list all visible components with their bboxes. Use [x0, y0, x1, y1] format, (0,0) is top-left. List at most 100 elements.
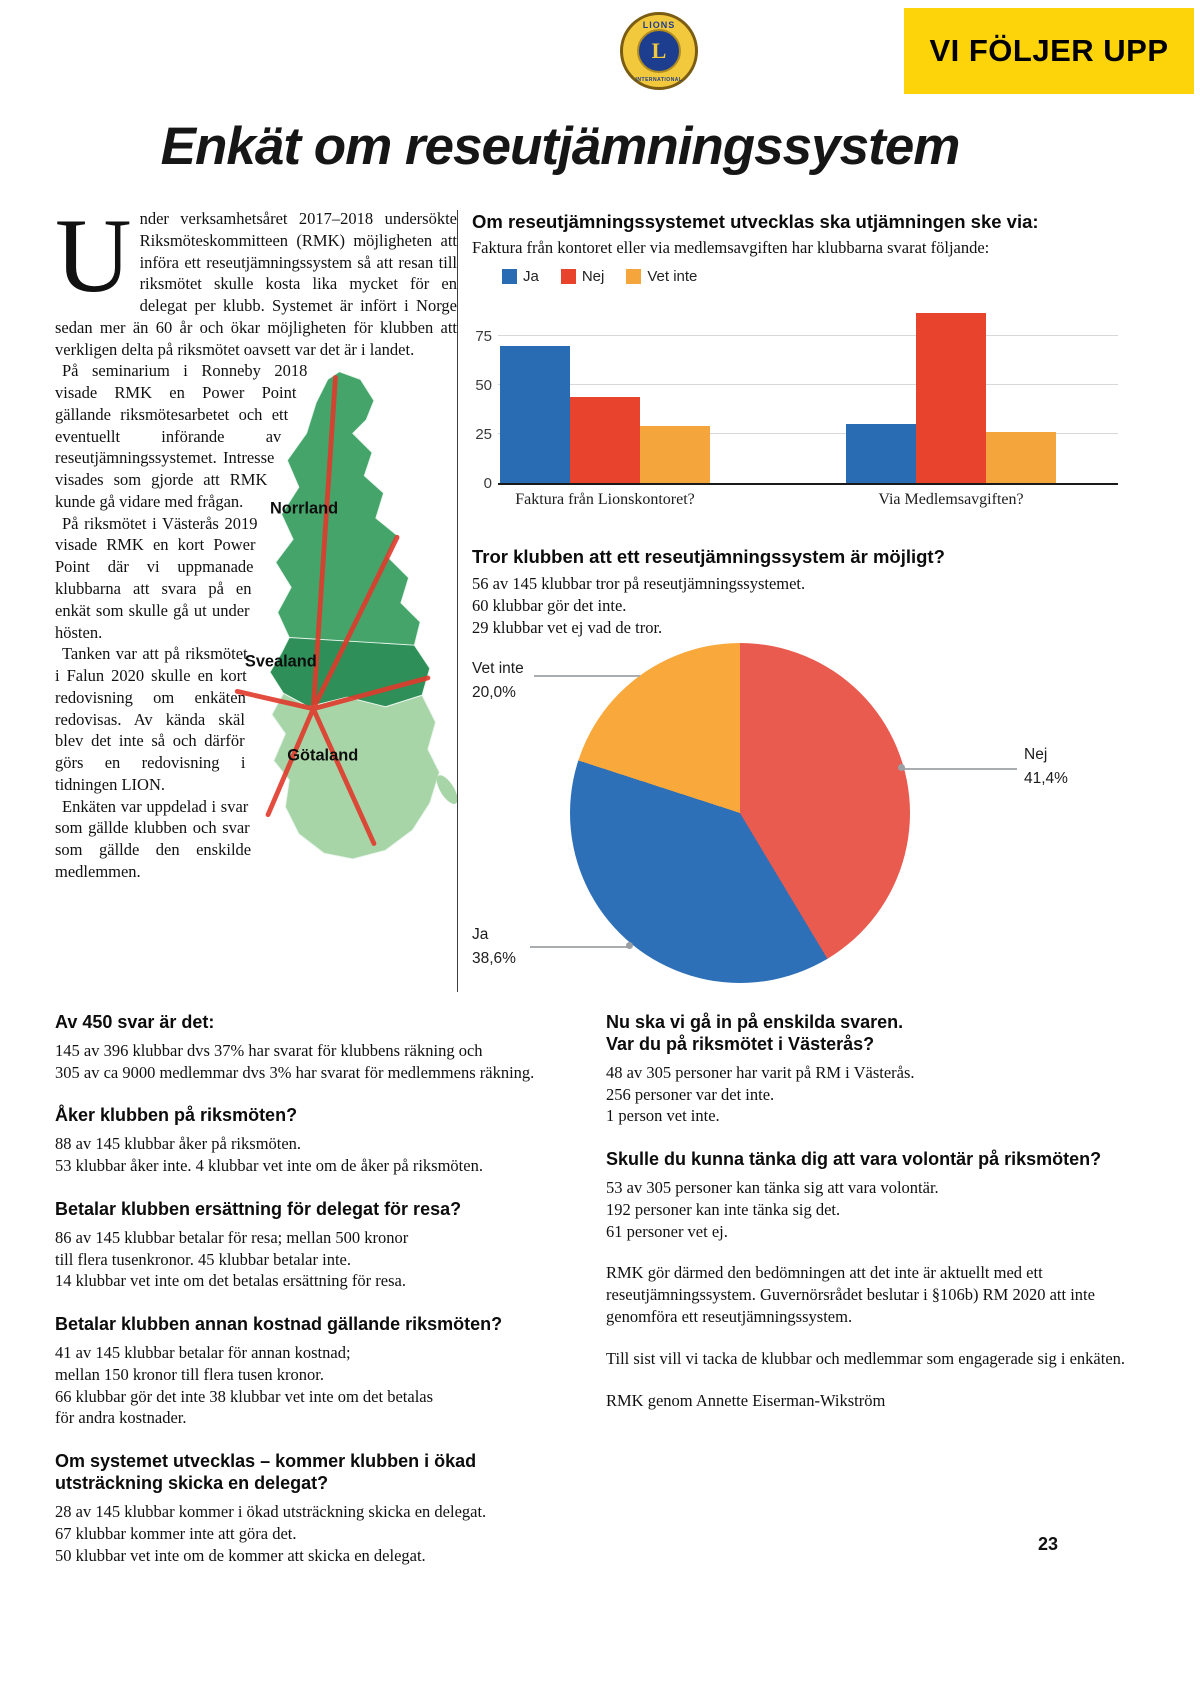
- article-paragraph-text: Tanken var att på riksmötet i Falun 2020…: [55, 644, 248, 794]
- page-number: 23: [1037, 1534, 1058, 1554]
- bar-chart-heading: Om reseutjämningssystemet utvecklas ska …: [472, 211, 1039, 232]
- pie-leader-dot-nej: [898, 763, 905, 771]
- pie-intro-lines: 56 av 145 klubbar tror på reseutjämnings…: [472, 574, 806, 637]
- qa-heading: Av 450 svar är det:: [55, 1012, 215, 1032]
- lions-emblem-icon: LIONS L INTERNATIONAL: [620, 12, 698, 90]
- legend-item: Nej: [560, 268, 605, 286]
- qa-answer: 41 av 145 klubbar betalar för annan kost…: [55, 1343, 434, 1428]
- bar-vet-inte: [986, 432, 1056, 484]
- pie-label-ja: Ja 38,6%: [472, 923, 516, 971]
- travel-route-line: [265, 706, 316, 818]
- logo-text-lions: LIONS: [642, 20, 676, 30]
- gridline: [498, 433, 1118, 435]
- banner: VI FÖLJER UPP: [904, 8, 1194, 94]
- bar-group: [500, 345, 710, 484]
- bar-vet-inte: [640, 426, 710, 484]
- article-paragraph: På riksmötet i Västerås 2019 visade RMK …: [55, 513, 457, 644]
- legend-item: Vet inte: [626, 268, 697, 285]
- sweden-map: Norrland Svealand Götaland: [223, 364, 458, 884]
- map-label-norrland: Norrland: [270, 500, 338, 518]
- banner-label: VI FÖLJER UPP: [929, 33, 1169, 68]
- article-paragraph: Tanken var att på riksmötet i Falun 2020…: [55, 643, 457, 795]
- qa-right-intro: Nu ska vi gå in på enskilda svaren.: [606, 1012, 904, 1032]
- bar-legend: Ja Nej Vet inte: [502, 268, 1150, 285]
- qa-block: Åker klubben på riksmöten? 88 av 145 klub…: [55, 1105, 560, 1176]
- pie-slice-percent: 38,6%: [472, 949, 516, 967]
- travel-route-line: [310, 535, 400, 712]
- drop-cap: U: [55, 197, 132, 314]
- y-axis-tick: 25: [475, 426, 492, 444]
- bar-ja: [846, 424, 916, 484]
- page-title: Enkät om reseutjämningssystem: [160, 117, 961, 176]
- paragraph: RMK gör därmed den bedömningen att det i…: [606, 1263, 1095, 1326]
- gridline: [498, 384, 1118, 386]
- paragraph: RMK genom Annette Eiserman-Wikström: [606, 1390, 886, 1410]
- qa-left-column: Av 450 svar är det: 145 av 396 klubbar dv…: [55, 1012, 560, 1566]
- paragraph: Till sist vill vi tacka de klubbar och m…: [606, 1348, 1126, 1368]
- qa-answer: 145 av 396 klubbar dvs 37% har svarat fö…: [55, 1040, 535, 1082]
- travel-route-line: [234, 689, 316, 712]
- qa-block: Om systemet utvecklas – kommer klubben i…: [55, 1451, 560, 1566]
- qa-answer: 53 av 305 personer kan tänka sig att var…: [606, 1178, 939, 1241]
- qa-block: Betalar klubben annan kostnad gällande r…: [55, 1314, 560, 1429]
- region-gotaland: [271, 693, 440, 860]
- qa-heading: Betalar klubben annan kostnad gällande r…: [55, 1314, 503, 1335]
- article-paragraph-text: nder verksamhetsåret 2017–2018 undersökt…: [55, 209, 457, 359]
- y-axis-tick: 0: [483, 475, 492, 493]
- x-axis-label: Faktura från Lionskontoret?: [515, 491, 695, 509]
- travel-route-line: [310, 375, 338, 712]
- legend-label: Ja: [523, 268, 539, 286]
- pie-leader-dot-ja: [626, 941, 633, 949]
- x-axis-label: Via Medlemsavgiften?: [878, 491, 1024, 509]
- qa-right-paragraphs: RMK gör därmed den bedömningen att det i…: [606, 1262, 1150, 1411]
- article-paragraph: Norrland Svealand Götaland På seminarium…: [55, 360, 458, 860]
- pie-slice-percent: 20,0%: [472, 683, 516, 701]
- logo-letter: L: [651, 38, 667, 63]
- pie-chart-area: Vet inte 20,0% Nej 41,4% Ja 38,6%: [472, 642, 1150, 1011]
- pie-slice-name: Ja: [472, 925, 489, 943]
- pie-leader-line-ja: [530, 945, 628, 948]
- travel-route-line: [310, 675, 431, 712]
- qa-block: Skulle du kunna tänka dig att vara volon…: [606, 1149, 1150, 1242]
- bar-xlabels: Faktura från Lionskontoret? Via Medlemsav…: [498, 491, 1118, 517]
- charts-column: Om reseutjämningssystemet utvecklas ska …: [458, 208, 1150, 1011]
- bar-ja: [500, 345, 570, 484]
- bar-group: [846, 312, 1056, 484]
- qa-block: Av 450 svar är det: 145 av 396 klubbar dv…: [55, 1012, 560, 1083]
- bar-chart-subheading: Faktura från kontoret eller via medlemsa…: [472, 238, 990, 258]
- pie-leader-line-vet-inte: [534, 674, 640, 677]
- pie-label-nej: Nej 41,4%: [1024, 743, 1104, 791]
- map-label-gotaland: Götaland: [287, 747, 358, 765]
- qa-answer: 28 av 145 klubbar kommer i ökad utsträck…: [55, 1502, 487, 1565]
- pie-slice-name: Nej: [1024, 745, 1048, 763]
- qa-heading: Betalar klubben ersättning för delegat f…: [55, 1198, 462, 1219]
- article-paragraph-text: På riksmötet i Västerås 2019 visade RMK …: [55, 513, 258, 642]
- legend-swatch: [626, 269, 642, 285]
- legend-label: Vet inte: [647, 268, 698, 286]
- article-paragraph-text: Enkäten var uppdelad i svar som gällde k…: [55, 796, 252, 881]
- y-axis-tick: 50: [475, 377, 492, 395]
- bar-nej: [570, 396, 640, 484]
- legend-swatch: [502, 269, 517, 285]
- map-label-svealand: Svealand: [245, 653, 317, 671]
- travel-route-line: [310, 706, 377, 847]
- qa-heading: Var du på riksmötet i Västerås?: [606, 1033, 875, 1054]
- logo-text-international: INTERNATIONAL: [635, 77, 683, 83]
- qa-block: Var du på riksmötet i Västerås? 48 av 305…: [606, 1034, 1150, 1127]
- sweden-map-svg: Norrland Svealand Götaland: [234, 371, 458, 860]
- qa-heading: Skulle du kunna tänka dig att vara volon…: [606, 1149, 1102, 1170]
- qa-section: Av 450 svar är det: 145 av 396 klubbar dv…: [55, 1012, 1150, 1566]
- qa-answer: 48 av 305 personer har varit på RM i Väs…: [606, 1062, 915, 1126]
- column-divider: [457, 210, 458, 992]
- travel-routes: [234, 375, 431, 847]
- bar-plot: 0 25 50 75: [475, 295, 1118, 492]
- qa-right-column: Nu ska vi gå in på enskilda svaren. Var …: [606, 1012, 1150, 1566]
- pie-leader-line-nej: [904, 767, 1017, 770]
- legend-label: Nej: [581, 268, 605, 286]
- logo-inner-circle: L: [637, 29, 681, 73]
- qa-answer: 88 av 145 klubbar åker på riksmöten. 53 …: [55, 1134, 483, 1176]
- qa-right-blocks: Var du på riksmötet i Västerås? 48 av 305…: [606, 1034, 1150, 1243]
- article-paragraph-text: På seminarium i Ronneby 2018 visade RMK …: [55, 361, 308, 511]
